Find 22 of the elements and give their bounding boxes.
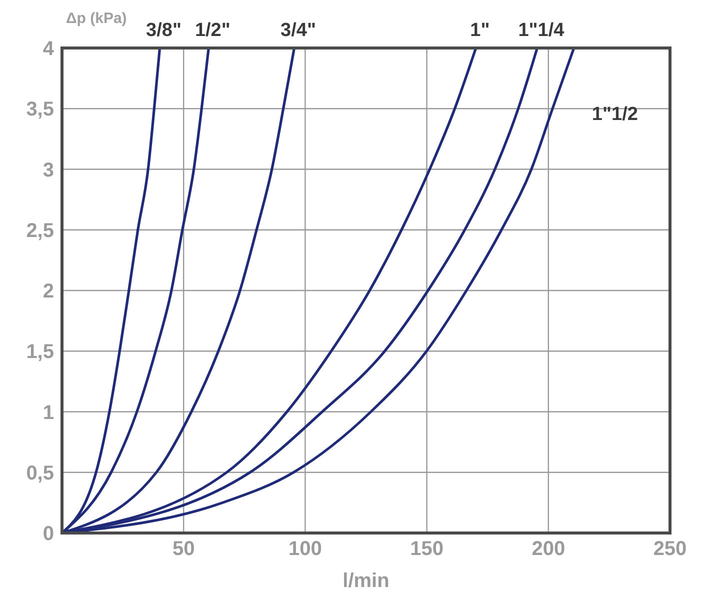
y-tick-label: 3	[42, 159, 54, 182]
x-tick-label: 250	[653, 538, 687, 560]
x-axis-title: l/min	[342, 570, 390, 592]
y-axis-title: Δp (kPa)	[66, 10, 127, 27]
series-label: 1/2"	[194, 20, 230, 41]
x-tick-label: 150	[410, 538, 444, 560]
y-tick-label: 1	[42, 402, 54, 424]
y-tick-label: 2	[42, 280, 54, 303]
y-tick-label: 2,5	[26, 220, 54, 242]
y-tick-label: 0,5	[26, 462, 54, 484]
series-label: 3/8"	[146, 20, 182, 41]
x-tick-label: 100	[288, 538, 322, 560]
series-label: 1"	[470, 20, 490, 41]
y-tick-label: 4	[42, 38, 55, 60]
y-tick-label: 0	[42, 523, 54, 546]
x-tick-label: 200	[532, 538, 566, 560]
series-label: 3/4"	[280, 20, 316, 41]
y-tick-label: 1,5	[26, 341, 54, 364]
x-tick-label: 50	[172, 538, 195, 560]
series-label: 1"1/4	[518, 20, 565, 41]
y-tick-label: 3,5	[26, 98, 54, 121]
series-label: 1"1/2	[592, 104, 638, 125]
